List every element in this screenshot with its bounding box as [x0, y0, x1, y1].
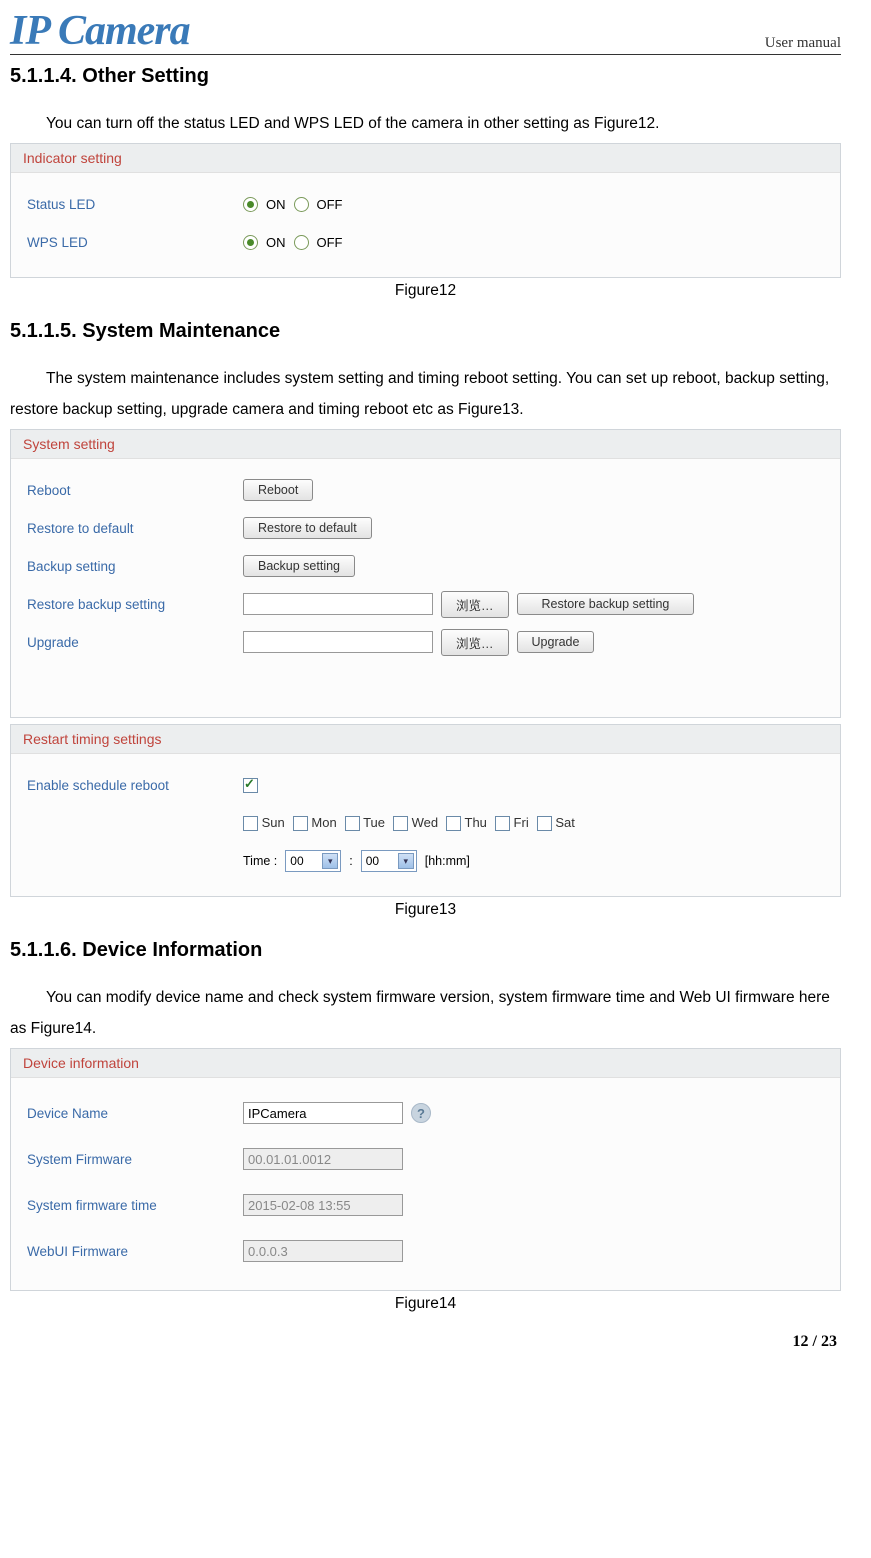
label-enable-schedule: Enable schedule reboot	[27, 778, 243, 793]
label-backup: Backup setting	[27, 559, 243, 574]
select-hour[interactable]: 00▾	[285, 850, 341, 872]
checkbox-mon[interactable]	[293, 816, 308, 831]
label-device-name: Device Name	[27, 1106, 243, 1121]
webui-firmware-field	[243, 1240, 403, 1262]
page-header: IP Camera User manual	[10, 10, 841, 55]
backup-setting-button[interactable]: Backup setting	[243, 555, 355, 577]
device-name-input[interactable]	[243, 1102, 403, 1124]
chevron-down-icon: ▾	[398, 853, 414, 869]
radio-wps-off[interactable]	[294, 235, 309, 250]
row-wps-led: WPS LED ON OFF	[27, 225, 824, 259]
label-reboot: Reboot	[27, 483, 243, 498]
upgrade-browse-button[interactable]: 浏览…	[441, 629, 509, 656]
para-other-setting: You can turn off the status LED and WPS …	[10, 108, 841, 139]
upgrade-path-input[interactable]	[243, 631, 433, 653]
label-webui-firmware: WebUI Firmware	[27, 1244, 243, 1259]
restore-backup-button[interactable]: Restore backup setting	[517, 593, 695, 615]
hint-hhmm: [hh:mm]	[425, 854, 470, 868]
section-heading-system-maintenance: 5.1.1.5. System Maintenance	[10, 320, 841, 343]
label-status-led: Status LED	[27, 197, 243, 212]
header-right: User manual	[765, 35, 841, 52]
label-system-firmware: System Firmware	[27, 1152, 243, 1167]
firmware-time-field	[243, 1194, 403, 1216]
caption-figure13: Figure13	[10, 901, 841, 919]
checkbox-enable-schedule[interactable]	[243, 778, 258, 793]
para-device-info: You can modify device name and check sys…	[10, 982, 841, 1044]
row-status-led: Status LED ON OFF	[27, 187, 824, 221]
restore-default-button[interactable]: Restore to default	[243, 517, 372, 539]
checkbox-thu[interactable]	[446, 816, 461, 831]
indicator-setting-panel: Indicator setting Status LED ON OFF WPS …	[10, 143, 841, 278]
checkbox-tue[interactable]	[345, 816, 360, 831]
indicator-setting-header: Indicator setting	[11, 144, 840, 173]
label-restore: Restore to default	[27, 521, 243, 536]
checkbox-wed[interactable]	[393, 816, 408, 831]
days-row: Sun Mon Tue Wed Thu Fri Sat	[243, 815, 575, 831]
section-heading-device-info: 5.1.1.6. Device Information	[10, 939, 841, 962]
caption-figure12: Figure12	[10, 282, 841, 300]
restore-backup-path-input[interactable]	[243, 593, 433, 615]
page-number: 12 / 23	[10, 1333, 841, 1351]
help-icon[interactable]: ?	[411, 1103, 431, 1123]
chevron-down-icon: ▾	[322, 853, 338, 869]
label-firmware-time: System firmware time	[27, 1198, 243, 1213]
label-time: Time :	[243, 854, 277, 868]
label-upgrade: Upgrade	[27, 635, 243, 650]
restart-timing-header: Restart timing settings	[11, 725, 840, 754]
label-restore-backup: Restore backup setting	[27, 597, 243, 612]
system-setting-header: System setting	[11, 430, 840, 459]
radio-status-off[interactable]	[294, 197, 309, 212]
restore-backup-browse-button[interactable]: 浏览…	[441, 591, 509, 618]
radio-wps-on[interactable]	[243, 235, 258, 250]
section-heading-other-setting: 5.1.1.4. Other Setting	[10, 65, 841, 88]
reboot-button[interactable]: Reboot	[243, 479, 313, 501]
system-setting-panel: System setting Reboot Reboot Restore to …	[10, 429, 841, 718]
caption-figure14: Figure14	[10, 1295, 841, 1313]
device-info-header: Device information	[11, 1049, 840, 1078]
checkbox-sat[interactable]	[537, 816, 552, 831]
radio-status-on[interactable]	[243, 197, 258, 212]
logo: IP Camera	[10, 10, 190, 52]
select-minute[interactable]: 00▾	[361, 850, 417, 872]
checkbox-sun[interactable]	[243, 816, 258, 831]
restart-timing-panel: Restart timing settings Enable schedule …	[10, 724, 841, 897]
para-system-maintenance: The system maintenance includes system s…	[10, 363, 841, 425]
upgrade-button[interactable]: Upgrade	[517, 631, 595, 653]
label-wps-led: WPS LED	[27, 235, 243, 250]
checkbox-fri[interactable]	[495, 816, 510, 831]
device-info-panel: Device information Device Name ? System …	[10, 1048, 841, 1291]
system-firmware-field	[243, 1148, 403, 1170]
